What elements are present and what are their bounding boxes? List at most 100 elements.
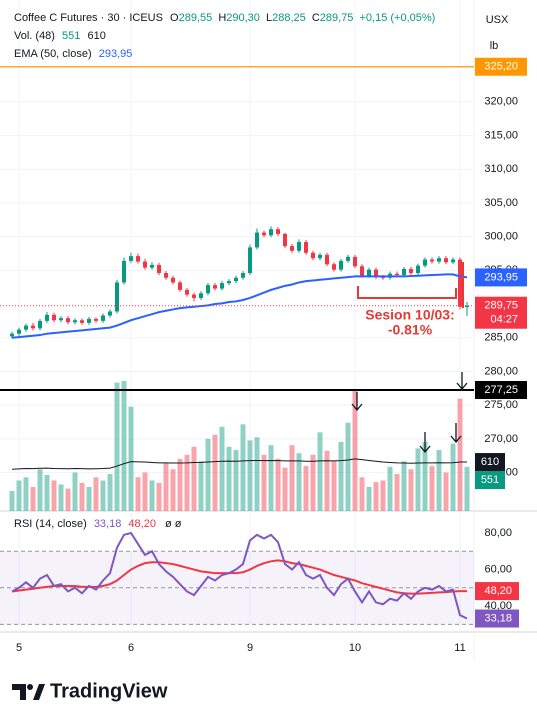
volume-bar (282, 467, 288, 511)
ema-value: 293,95 (99, 48, 133, 60)
volume-bar (289, 445, 295, 511)
volume-bar (338, 441, 344, 511)
candle-body (367, 269, 371, 276)
volume-bar (191, 446, 197, 511)
volume-bar (135, 477, 141, 511)
y-tick-label: 315,00 (484, 129, 518, 141)
currency: USX (486, 14, 509, 26)
candle-body (178, 282, 182, 290)
volume-ma-line (11, 458, 467, 470)
volume-bar (233, 450, 239, 511)
candle-body (262, 232, 266, 236)
volume-bar (317, 432, 323, 511)
volume-bar (177, 458, 183, 511)
candle-body (171, 277, 175, 283)
candle-body (409, 268, 413, 274)
candle-body (143, 261, 147, 268)
ohlc-key: C (312, 12, 320, 24)
candle-body (325, 254, 329, 265)
volume-bar (261, 454, 267, 511)
candle-body (185, 289, 189, 295)
volume-bar (170, 469, 176, 511)
volume-bar (401, 461, 407, 511)
candle-body (360, 266, 364, 276)
candle-body (381, 277, 385, 279)
volume-legend: Vol. (48) 551 610 (14, 30, 106, 42)
candle-body (66, 318, 70, 323)
rsi-extra: ø ø (165, 518, 182, 530)
candle-body (129, 256, 133, 261)
x-tick-label: 5 (16, 642, 22, 654)
candle-body (276, 229, 280, 234)
candle-body (108, 311, 112, 316)
candle-body (220, 283, 224, 289)
volume-bar (345, 422, 351, 511)
logo: TradingView (12, 680, 168, 702)
price-label: 325,20 (484, 61, 518, 73)
ema-legend: EMA (50, close) 293,95 (14, 48, 132, 60)
price-label-box (475, 380, 527, 399)
candle-body (353, 256, 357, 267)
annotation-text: Sesion 10/03: (365, 307, 455, 323)
volume-bar (422, 441, 428, 511)
price-label: 277,25 (484, 384, 518, 396)
volume-bar (226, 446, 232, 511)
candle-body (213, 285, 217, 289)
candle-body (402, 268, 406, 276)
candle-body (430, 259, 434, 262)
volume-bar (366, 486, 372, 511)
volume-bar (359, 477, 365, 511)
rsi-value: 33,18 (94, 518, 122, 530)
countdown-label: 04:27 (490, 314, 518, 326)
volume-ma-value: 610 (87, 30, 105, 42)
volume-bar (149, 480, 155, 511)
ema-label: 293,95 (484, 271, 518, 283)
x-tick-label: 9 (247, 642, 253, 654)
candle-body (80, 320, 84, 323)
candle-body (437, 258, 441, 262)
volume-bar (443, 472, 449, 511)
volume-bar (72, 472, 78, 511)
y-tick-label: 300,00 (484, 231, 518, 243)
ohlc-value: 289,55 (179, 12, 213, 24)
volume-label: 551 (481, 474, 499, 486)
volume-bar (163, 462, 169, 511)
candle-body (38, 320, 42, 329)
volume-bar (296, 453, 302, 511)
y-tick-label: 285,00 (484, 332, 518, 344)
unit: lb (490, 40, 499, 52)
logo-icon (27, 684, 33, 690)
volume-bar (114, 382, 120, 511)
ohlc-value: 288,25 (272, 12, 306, 24)
candle-body (444, 258, 448, 263)
candle-body (192, 294, 196, 298)
volume-bar (51, 480, 57, 511)
x-tick-label: 6 (128, 642, 134, 654)
candle-body (255, 232, 259, 248)
volume-bar (387, 466, 393, 511)
candle-body (269, 229, 273, 236)
rsi-tick-label: 40,00 (484, 600, 512, 612)
candle-body (17, 329, 21, 334)
rsi-ma-label: 48,20 (484, 585, 512, 597)
volume-bar (247, 440, 253, 511)
ohlc-value: 289,75 (320, 12, 354, 24)
volume-bar (44, 474, 50, 511)
rsi-label: 33,18 (484, 612, 512, 624)
candle-body (122, 260, 126, 283)
candle-body (290, 246, 294, 251)
candle-body (227, 281, 231, 284)
change: +0,15 (+0,05%) (360, 12, 436, 24)
candle-body (115, 282, 119, 312)
candle-body (45, 314, 49, 321)
y-tick-label: 275,00 (484, 399, 518, 411)
volume-bar (352, 390, 358, 511)
candle-body (101, 315, 105, 321)
logo-icon (12, 684, 26, 700)
volume-name: Vol. (48) (14, 30, 55, 42)
candle-body (199, 293, 203, 298)
candle-body (59, 318, 63, 321)
candle-body (24, 325, 28, 330)
y-tick-label: 310,00 (484, 163, 518, 175)
rsi-name: RSI (14, close) (14, 518, 87, 530)
